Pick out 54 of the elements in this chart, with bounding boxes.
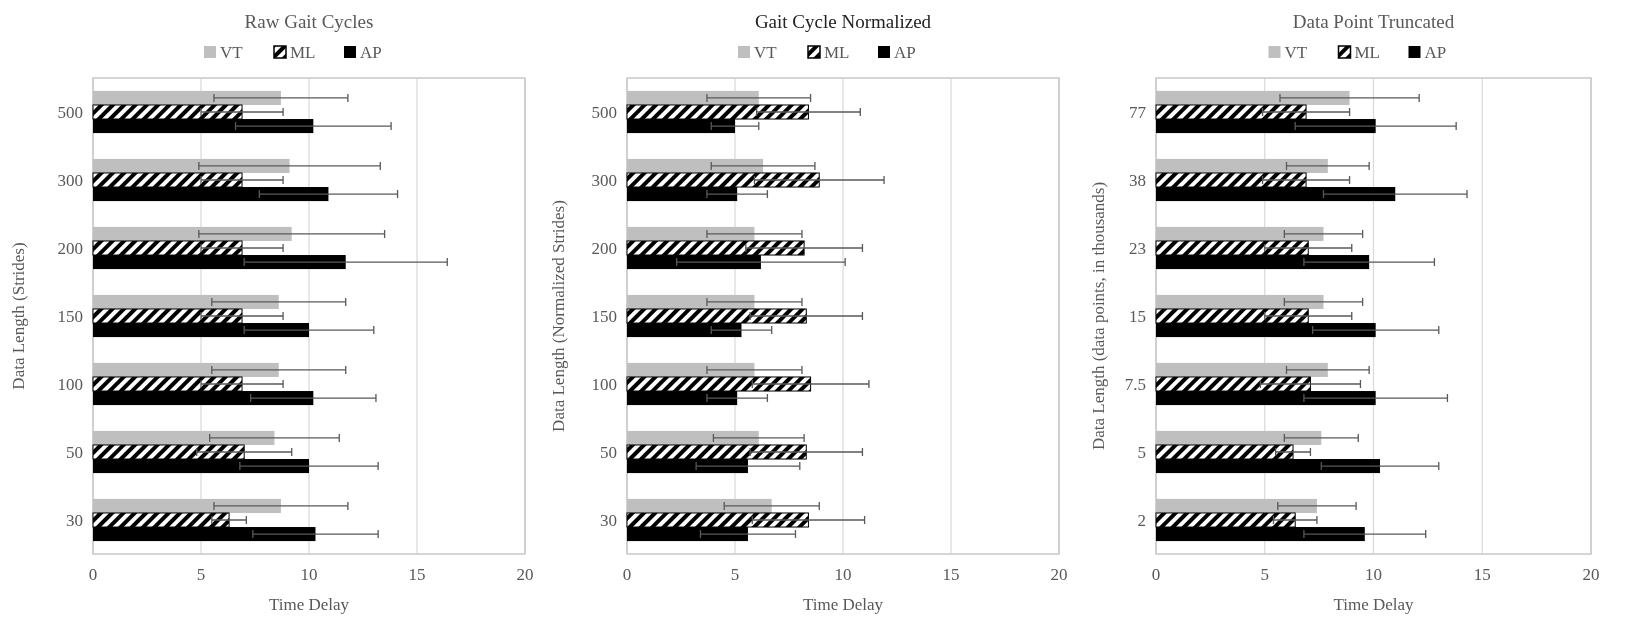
- legend-label: ML: [1354, 43, 1380, 62]
- x-tick-label: 5: [730, 565, 740, 584]
- legend-label: VT: [1284, 43, 1308, 62]
- legend-label: AP: [1424, 43, 1447, 62]
- y-tick-label: 30: [66, 511, 83, 530]
- legend-label: ML: [824, 43, 850, 62]
- legend-label: AP: [894, 43, 916, 62]
- x-tick-label: 5: [1260, 565, 1269, 584]
- y-tick-label: 23: [1129, 239, 1146, 258]
- y-tick-label: 150: [57, 307, 83, 326]
- y-tick-label: 50: [600, 443, 617, 462]
- x-tick-label: 20: [1050, 565, 1068, 584]
- x-tick-label: 10: [834, 565, 852, 584]
- chart-title: Data Point Truncated: [1292, 11, 1455, 32]
- chart-title: Raw Gait Cycles: [244, 11, 374, 32]
- legend-label: VT: [220, 43, 244, 62]
- y-tick-label: 5: [1137, 443, 1146, 462]
- x-tick-label: 0: [622, 565, 632, 584]
- x-tick-label: 15: [942, 565, 960, 584]
- y-axis-title: Data Length (Normalized Strides): [549, 200, 568, 432]
- x-axis-title: Time Delay: [802, 595, 884, 614]
- legend-label: VT: [754, 43, 778, 62]
- y-axis-title: Data Length (Strides): [9, 242, 28, 390]
- y-tick-label: 30: [600, 511, 617, 530]
- x-axis-title: Time Delay: [1333, 595, 1415, 614]
- y-tick-label: 15: [1129, 307, 1146, 326]
- x-tick-label: 15: [1473, 565, 1491, 584]
- x-tick-label: 10: [300, 565, 318, 584]
- y-tick-label: 300: [57, 171, 83, 190]
- x-tick-label: 10: [1365, 565, 1382, 584]
- y-tick-label: 2: [1137, 511, 1146, 530]
- x-axis-title: Time Delay: [268, 595, 350, 614]
- y-tick-label: 200: [591, 239, 617, 258]
- x-tick-label: 0: [1151, 565, 1161, 584]
- y-tick-label: 200: [57, 239, 83, 258]
- x-tick-label: 5: [196, 565, 206, 584]
- y-tick-label: 150: [591, 307, 617, 326]
- y-tick-label: 500: [57, 103, 83, 122]
- x-tick-label: 20: [516, 565, 534, 584]
- y-tick-label: 38: [1129, 171, 1146, 190]
- legend-label: AP: [360, 43, 382, 62]
- x-tick-label: 15: [408, 565, 426, 584]
- y-tick-label: 100: [591, 375, 617, 394]
- y-tick-label: 300: [591, 171, 617, 190]
- x-tick-label: 0: [88, 565, 98, 584]
- chart-title: Gait Cycle Normalized: [754, 11, 932, 32]
- x-tick-label: 20: [1582, 565, 1600, 584]
- y-tick-label: 50: [66, 443, 83, 462]
- y-tick-label: 77: [1129, 103, 1147, 122]
- legend-label: ML: [290, 43, 316, 62]
- y-tick-label: 500: [591, 103, 617, 122]
- y-axis-title: Data Length (data points, in thousands): [1089, 181, 1108, 451]
- y-tick-label: 7.5: [1124, 375, 1146, 394]
- y-tick-label: 100: [57, 375, 83, 394]
